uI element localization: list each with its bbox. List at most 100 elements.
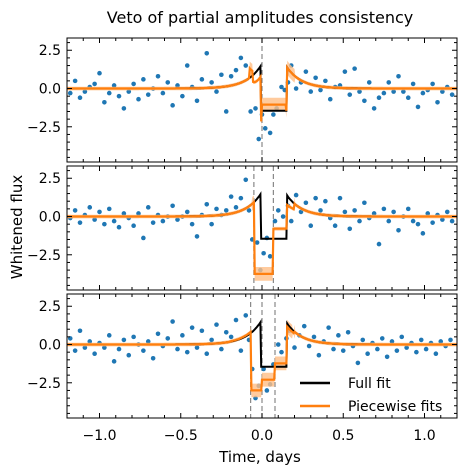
data-point-11	[116, 224, 122, 230]
x-axis-label: Time, days	[218, 448, 301, 466]
data-point-54	[313, 195, 318, 201]
data-point-42	[261, 250, 266, 256]
data-point-24	[180, 93, 185, 99]
data-point-81	[444, 209, 450, 215]
legend: Full fit Piecewise fits	[300, 376, 442, 415]
data-point-11	[116, 346, 122, 352]
data-point-57	[327, 96, 333, 102]
data-point-55	[318, 87, 323, 93]
data-point-30	[209, 337, 214, 343]
data-point-34	[228, 73, 234, 79]
data-point-2	[72, 78, 78, 84]
data-point-33	[223, 329, 229, 335]
data-point-63	[357, 89, 362, 94]
y-tick-label: −2.5	[27, 248, 61, 264]
data-point-23	[175, 346, 180, 352]
data-point-61	[347, 92, 353, 97]
y-tick-label: −2.5	[27, 376, 61, 392]
piecewise-fit-line	[67, 199, 457, 275]
data-point-75	[415, 221, 421, 227]
data-point-80	[440, 89, 445, 94]
data-point-15	[136, 96, 141, 102]
data-point-63	[357, 218, 362, 224]
data-point-77	[425, 211, 431, 216]
data-point-4	[82, 89, 88, 94]
data-point-69	[386, 218, 392, 224]
data-point-50	[293, 192, 299, 198]
data-point-80	[440, 217, 445, 222]
y-tick-label: −2.5	[27, 120, 61, 136]
y-tick-label: 0.0	[39, 338, 61, 354]
data-point-40	[254, 240, 260, 245]
data-point-29	[204, 201, 210, 207]
data-point-73	[405, 206, 411, 212]
data-point-52	[301, 323, 307, 329]
x-tick-label: 1.0	[413, 428, 435, 444]
data-point-67	[376, 95, 382, 101]
data-point-71	[396, 227, 401, 233]
data-point-37	[243, 63, 249, 68]
data-point-20	[160, 218, 166, 224]
data-point-4	[82, 345, 88, 350]
chart-title: Veto of partial amplitudes consistency	[107, 8, 413, 27]
data-point-36	[238, 348, 244, 353]
data-point-58	[332, 223, 338, 229]
data-point-59	[337, 195, 343, 201]
data-point-10	[111, 218, 117, 224]
data-point-25	[184, 349, 190, 355]
data-point-76	[420, 90, 426, 96]
data-point-70	[389, 339, 395, 344]
data-point-22	[170, 203, 175, 209]
data-point-11	[116, 93, 122, 99]
data-point-51	[298, 209, 304, 215]
data-point-33	[223, 208, 229, 213]
data-point-50	[292, 345, 297, 350]
data-point-55	[316, 352, 322, 358]
data-point-73	[404, 345, 409, 350]
x-tick-label: 0.5	[332, 428, 354, 444]
data-point-55	[318, 208, 323, 213]
data-point-35	[233, 317, 239, 323]
panel-2: 2.5 0.0 −2.5	[27, 165, 458, 291]
data-point-13	[126, 352, 132, 358]
data-point-14	[131, 334, 136, 340]
data-point-31	[214, 89, 219, 94]
y-tick-label: 0.0	[39, 210, 61, 226]
panel-plot-area	[67, 166, 457, 290]
x-tick-labels: −1.0 −0.5 0.0 0.5 1.0	[83, 428, 436, 444]
data-point-32	[219, 346, 224, 352]
data-point-3	[77, 220, 83, 225]
data-point-18	[150, 220, 156, 225]
data-point-35	[233, 205, 239, 210]
data-point-47	[279, 349, 284, 355]
data-point-34	[228, 194, 234, 199]
data-point-63	[355, 360, 361, 366]
data-point-20	[160, 90, 166, 96]
data-point-16	[141, 77, 146, 82]
data-point-5	[87, 205, 93, 210]
data-point-74	[410, 81, 416, 87]
data-point-32	[219, 72, 224, 78]
data-point-12	[121, 106, 127, 111]
data-point-66	[371, 106, 377, 111]
legend-label-1: Full fit	[348, 376, 391, 392]
data-point-26	[189, 325, 195, 330]
data-point-61	[347, 226, 353, 232]
data-point-19	[155, 331, 161, 337]
data-point-22	[170, 103, 175, 108]
data-point-17	[145, 339, 151, 344]
data-point-1	[67, 90, 73, 96]
data-point-25	[184, 209, 190, 215]
piecewise-fit-line	[67, 63, 457, 122]
data-point-69	[386, 80, 392, 85]
piecewise-fit-line	[67, 323, 457, 392]
data-point-18	[150, 355, 156, 361]
data-point-25	[184, 63, 190, 68]
y-tick-label: 2.5	[39, 43, 61, 59]
data-point-43	[264, 388, 270, 393]
panel-3: 2.5 0.0 −2.5	[27, 293, 458, 419]
data-point-82	[448, 337, 453, 343]
data-point-61	[345, 329, 351, 335]
data-point-71	[396, 73, 401, 79]
data-point-10	[111, 359, 117, 364]
